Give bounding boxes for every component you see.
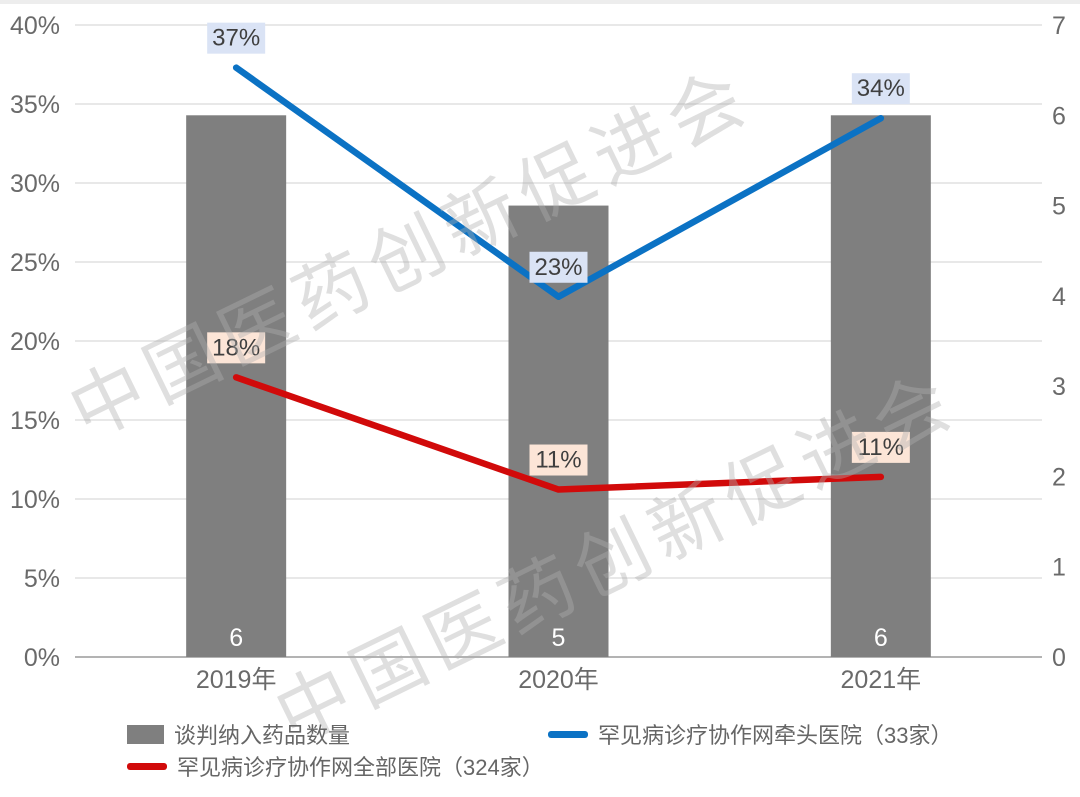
left-axis-tick-20%: 20% [10,328,60,356]
right-axis-tick-5: 5 [1052,193,1066,221]
point-label-2019年-37%: 37% [212,25,260,52]
legend-label: 罕见病诊疗协作网牵头医院（33家） [598,723,953,748]
legend-label: 谈判纳入药品数量 [174,723,351,748]
left-axis-tick-25%: 25% [10,249,60,277]
point-label-box-2019年-37% [207,22,266,54]
line-series-blue [232,64,885,301]
right-axis-tick-7: 7 [1052,12,1066,40]
point-label-box-2019年-18% [207,332,266,364]
point-label-2021年-11%: 11% [858,434,904,461]
bar-series-swatch [127,724,164,744]
right-axis-tick-0: 0 [1052,644,1066,672]
right-axis-tick-4: 4 [1052,283,1066,311]
x-axis-label-2019年: 2019年 [196,666,277,694]
left-axis-tick-0%: 0% [24,644,60,672]
right-axis-tick-6: 6 [1052,102,1066,130]
bar-value-label-2020年: 5 [552,624,566,652]
left-axis-tick-30%: 30% [10,170,60,198]
bar-value-label-2021年: 6 [874,624,888,652]
right-axis-tick-3: 3 [1052,373,1066,401]
x-axis-label-2020年: 2020年 [518,666,599,694]
legend-item-red-line: 罕见病诊疗协作网全部医院（324家） [127,753,544,780]
left-axis-tick-10%: 10% [10,486,60,514]
x-axis-label-2021年: 2021年 [841,666,922,694]
point-label-box-2021年-11% [851,431,910,463]
legend-item-blue-line: 罕见病诊疗协作网牵头医院（33家） [548,721,953,748]
left-axis-tick-40%: 40% [10,12,60,40]
point-label-box-2020年-11% [529,444,588,476]
legend-label: 罕见病诊疗协作网全部医院（324家） [177,755,544,780]
left-axis-tick-35%: 35% [10,91,60,119]
screenshot-edge [0,0,1080,4]
line-series-red [232,374,885,493]
point-label-2019年-18%: 18% [212,334,260,361]
blue-line-swatch [548,730,588,738]
left-axis-tick-15%: 15% [10,407,60,435]
legend-item-bar-series: 谈判纳入药品数量 [127,721,351,748]
point-label-box-2021年-34% [851,73,910,105]
bar-2021年 [830,115,931,658]
bar-value-label-2019年: 6 [229,624,243,652]
point-label-2021年-34%: 34% [857,75,905,102]
point-label-box-2020年-23% [529,251,588,283]
right-axis-tick-2: 2 [1052,463,1066,491]
right-axis-tick-1: 1 [1052,554,1066,582]
point-label-2020年-23%: 23% [534,254,582,281]
red-line-swatch [127,762,167,770]
left-axis-tick-5%: 5% [24,565,60,593]
point-label-2020年-11%: 11% [535,447,581,474]
